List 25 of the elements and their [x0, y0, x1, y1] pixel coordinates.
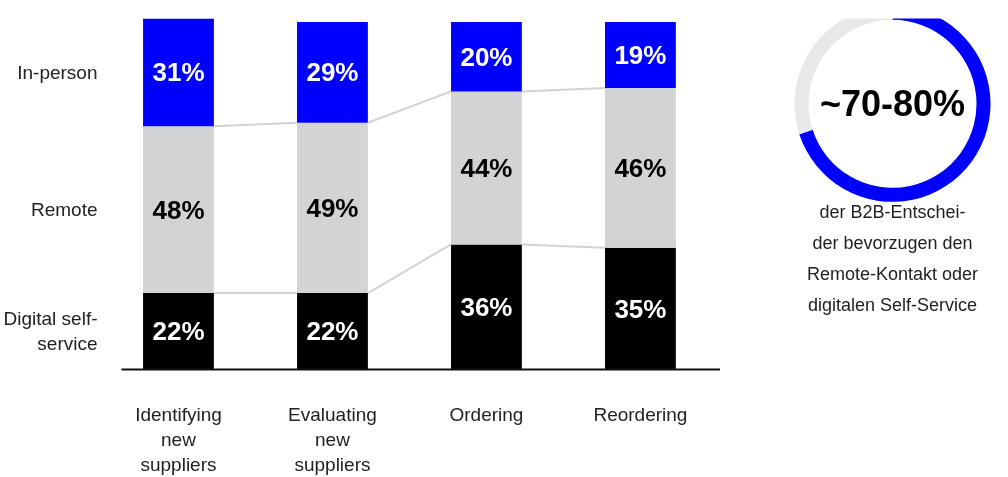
data-label: 22%: [306, 316, 359, 347]
bar: [297, 21, 368, 123]
text: der B2B-Entschei- der bevorzugen den Remote-Kontakt oder digitalen Self-Service: [806, 202, 979, 316]
data-label: 29%: [306, 57, 359, 88]
data-label: 46%: [614, 152, 667, 183]
x-tick-label: Identifying new suppliers: [135, 403, 222, 475]
data-label: 44%: [460, 152, 513, 183]
bar: [143, 18, 214, 127]
text: Digital self-service: [3, 308, 98, 355]
data-label: 31%: [152, 57, 205, 88]
x-tick-label: Reordering: [593, 403, 688, 425]
x-tick-label: Evaluating new suppliers: [288, 403, 377, 475]
bar: [605, 247, 676, 370]
data-label: 19%: [614, 39, 667, 70]
bar: [451, 244, 522, 370]
text: Remote: [30, 199, 98, 221]
data-label: 36%: [460, 291, 513, 322]
data-label: 20%: [460, 41, 513, 72]
data-label: 48%: [152, 194, 205, 225]
text: ~70-80%: [819, 83, 966, 125]
text: In-person: [17, 61, 98, 83]
data-label: 35%: [614, 293, 667, 324]
data-label: 22%: [152, 316, 205, 347]
x-tick-label: Ordering: [449, 403, 524, 425]
data-label: 49%: [306, 192, 359, 223]
